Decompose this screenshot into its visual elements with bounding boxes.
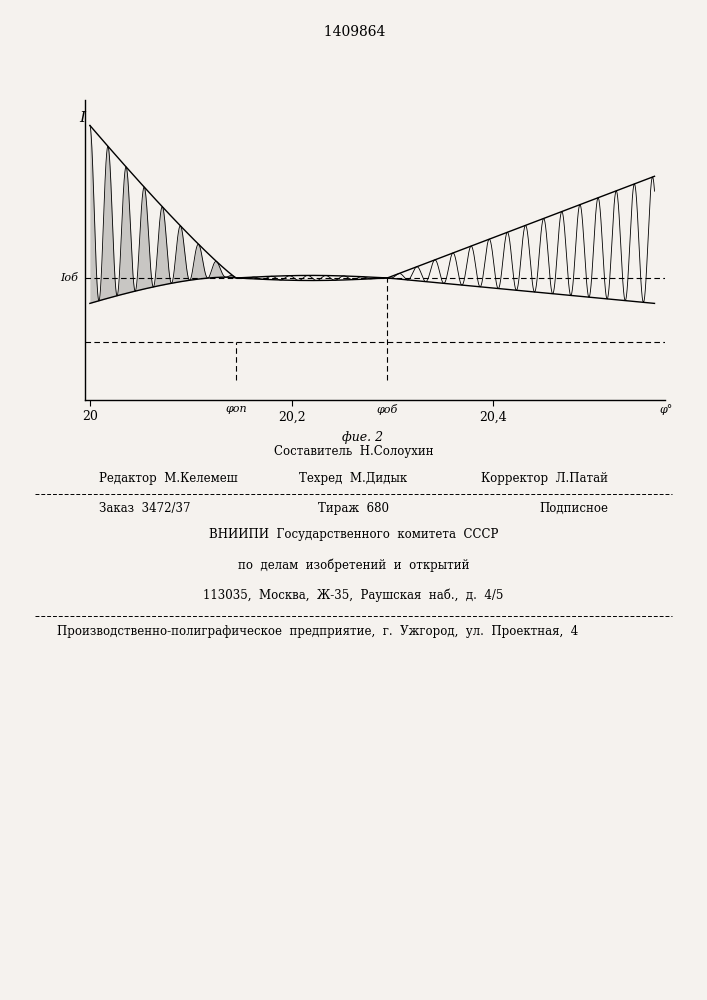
Text: Составитель  Н.Солоухин: Составитель Н.Солоухин: [274, 445, 433, 458]
Text: 113035,  Москва,  Ж-35,  Раушская  наб.,  д.  4/5: 113035, Москва, Ж-35, Раушская наб., д. …: [204, 588, 503, 601]
Text: Тираж  680: Тираж 680: [318, 502, 389, 515]
Text: Подписное: Подписное: [539, 502, 608, 515]
Text: Iоб: Iоб: [60, 273, 78, 283]
Text: φ°: φ°: [660, 404, 673, 415]
Text: по  делам  изобретений  и  открытий: по делам изобретений и открытий: [238, 558, 469, 572]
Text: Редактор  М.Келемеш: Редактор М.Келемеш: [99, 472, 238, 485]
Text: 1409864: 1409864: [321, 25, 386, 39]
Text: Техред  М.Дидык: Техред М.Дидык: [300, 472, 407, 485]
Text: фие. 2: фие. 2: [341, 431, 382, 444]
Text: Производственно-полиграфическое  предприятие,  г.  Ужгород,  ул.  Проектная,  4: Производственно-полиграфическое предприя…: [57, 625, 578, 638]
Text: ВНИИПИ  Государственного  комитета  СССР: ВНИИПИ Государственного комитета СССР: [209, 528, 498, 541]
Text: φоп: φоп: [226, 404, 247, 414]
Text: φоб: φоб: [377, 404, 398, 415]
Text: I: I: [78, 111, 85, 125]
Text: Корректор  Л.Патай: Корректор Л.Патай: [481, 472, 608, 485]
Text: Заказ  3472/37: Заказ 3472/37: [99, 502, 190, 515]
